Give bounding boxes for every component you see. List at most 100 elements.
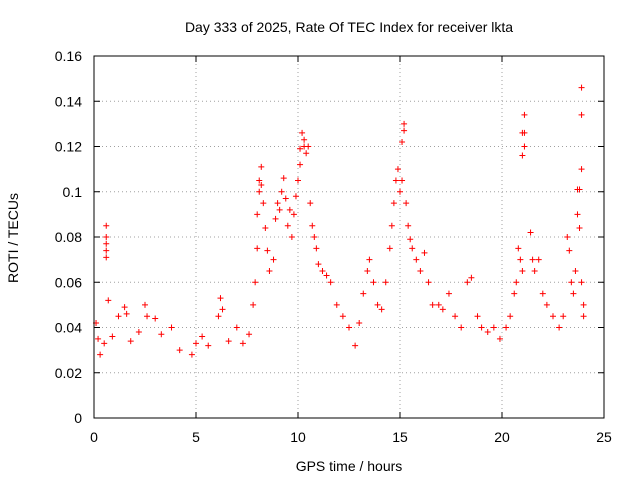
y-tick-label: 0.06 <box>55 274 82 290</box>
data-point <box>101 340 108 347</box>
y-tick-label: 0.08 <box>55 229 82 245</box>
data-point <box>521 111 528 118</box>
data-point <box>560 313 567 320</box>
data-point <box>517 256 524 263</box>
data-point <box>301 136 308 143</box>
data-point <box>188 351 195 358</box>
data-point <box>399 138 406 145</box>
data-point <box>233 324 240 331</box>
data-point <box>531 267 538 274</box>
data-point <box>539 290 546 297</box>
data-point <box>564 234 571 240</box>
data-point <box>578 279 585 286</box>
data-point <box>352 342 359 349</box>
grid <box>94 56 604 418</box>
data-point <box>374 301 381 308</box>
data-point <box>266 267 273 274</box>
data-point <box>570 290 577 297</box>
data-point <box>297 161 304 168</box>
data-point <box>458 324 465 331</box>
data-point <box>225 338 232 345</box>
data-point <box>333 301 340 308</box>
data-point <box>578 84 585 91</box>
data-point <box>307 200 314 207</box>
data-point <box>299 129 306 136</box>
x-tick-label: 20 <box>494 429 510 445</box>
data-point <box>278 188 285 195</box>
data-point <box>576 186 583 193</box>
x-tick-label: 15 <box>392 429 408 445</box>
data-point <box>152 315 159 322</box>
data-point <box>515 245 522 252</box>
y-tick-label: 0.04 <box>55 320 82 336</box>
data-point <box>405 222 412 229</box>
data-point <box>474 313 481 320</box>
x-tick-label: 25 <box>596 429 612 445</box>
data-point <box>519 267 526 274</box>
data-point <box>135 329 142 336</box>
data-point <box>388 222 395 229</box>
data-point <box>303 150 310 157</box>
data-points <box>93 84 587 358</box>
data-point <box>445 290 452 297</box>
data-point <box>142 301 148 308</box>
y-tick-label: 0.02 <box>55 365 82 381</box>
data-point <box>360 290 367 297</box>
data-point <box>356 319 363 326</box>
data-point <box>262 224 269 231</box>
data-point <box>346 324 352 331</box>
data-point <box>103 254 110 261</box>
data-point <box>327 279 334 286</box>
data-point <box>103 222 110 229</box>
data-point <box>529 256 536 263</box>
data-point <box>254 245 261 252</box>
y-axis-label: ROTI / TECUs <box>5 193 21 283</box>
data-point <box>95 335 102 342</box>
data-point <box>258 181 265 188</box>
data-point <box>421 249 428 256</box>
data-point <box>103 240 110 247</box>
data-point <box>490 324 497 331</box>
data-point <box>109 333 116 340</box>
x-tick-label: 0 <box>90 429 98 445</box>
data-point <box>313 245 320 252</box>
data-point <box>297 145 304 152</box>
data-point <box>272 215 279 222</box>
data-point <box>364 267 371 274</box>
data-point <box>246 331 253 338</box>
data-point <box>103 247 110 254</box>
data-point <box>507 313 514 320</box>
data-point <box>290 211 297 218</box>
axes: 0 0.02 0.04 0.06 0.08 0.1 0.12 0.14 0.16 0 5 10 15 20… <box>55 48 612 445</box>
data-point <box>392 177 399 184</box>
data-point <box>519 152 526 159</box>
data-point <box>292 193 299 200</box>
data-point <box>127 338 134 345</box>
data-point <box>407 236 414 243</box>
data-point <box>205 342 212 349</box>
data-point <box>386 245 393 252</box>
data-point <box>496 335 503 342</box>
data-point <box>399 177 406 184</box>
data-point <box>580 313 587 320</box>
data-point <box>580 301 587 308</box>
data-point <box>276 206 283 213</box>
y-tick-label: 0 <box>74 410 82 426</box>
y-tick-label: 0.1 <box>63 184 83 200</box>
data-point <box>503 324 510 331</box>
data-point <box>280 175 287 182</box>
data-point <box>123 310 130 317</box>
data-point <box>319 267 326 274</box>
data-point <box>264 247 271 254</box>
data-point <box>572 267 579 274</box>
data-point <box>103 234 110 240</box>
data-point <box>543 301 550 308</box>
data-point <box>478 324 485 331</box>
y-tick-label: 0.14 <box>55 93 82 109</box>
data-point <box>519 129 526 136</box>
data-point <box>464 279 471 286</box>
data-point <box>315 261 322 268</box>
data-point <box>382 279 389 286</box>
y-tick-label: 0.12 <box>55 139 82 155</box>
